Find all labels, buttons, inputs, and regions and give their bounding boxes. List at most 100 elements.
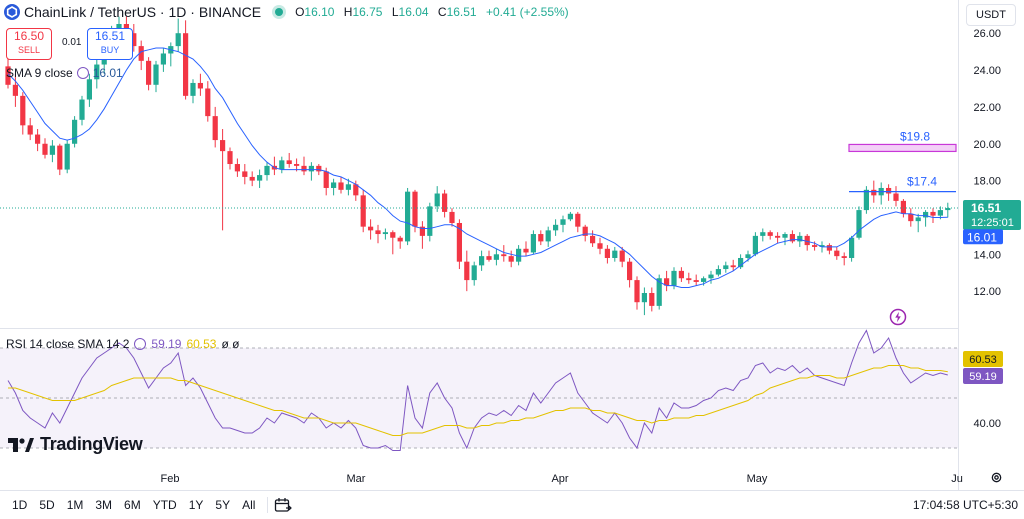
indicator-settings-icon[interactable] — [134, 338, 147, 350]
sma-line — [7, 47, 948, 288]
candle-body — [12, 84, 18, 96]
gear-icon[interactable] — [990, 471, 1003, 484]
price-axis-tick: 20.00 — [973, 139, 1001, 151]
candle-body — [523, 248, 529, 253]
candle-body — [590, 235, 596, 244]
candle-body — [479, 256, 485, 266]
time-axis-tick: Ju — [951, 473, 963, 485]
candle-body — [86, 79, 92, 100]
bottom-toolbar: 1D 5D 1M 3M 6M YTD 1Y 5Y All — [0, 490, 1024, 519]
candle-body — [138, 46, 144, 61]
candle-body — [664, 278, 670, 286]
candle-body — [501, 254, 507, 257]
candle-body — [427, 206, 433, 236]
time-axis-tick: Apr — [551, 473, 568, 485]
candle-body — [94, 64, 100, 80]
candle-body — [49, 145, 55, 155]
candle-body — [627, 261, 633, 281]
candle-body — [708, 274, 714, 279]
price-level-label: $17.4 — [907, 175, 937, 189]
candle-body — [308, 165, 314, 172]
candle-body — [804, 235, 810, 246]
candle-body — [738, 257, 744, 268]
sma-legend[interactable]: SMA 9 close 16.01 — [6, 66, 123, 80]
candle-body — [234, 164, 240, 172]
candle-body — [57, 145, 63, 170]
ohlc-values: O16.10 H16.75 L16.04 C16.51 +0.41 (+2.55… — [295, 5, 569, 19]
candle-body — [567, 213, 573, 220]
candle-body — [634, 280, 640, 303]
sell-button[interactable]: 16.50 SELL — [6, 28, 52, 60]
candle-body — [619, 250, 625, 262]
candle-body — [671, 270, 677, 286]
candle-body — [730, 265, 736, 268]
range-6m-button[interactable]: 6M — [124, 497, 141, 512]
rsi-legend[interactable]: RSI 14 close SMA 14 2 59.19 60.53 ø ø — [6, 337, 239, 351]
candle-body — [212, 116, 218, 141]
range-ytd-button[interactable]: YTD — [152, 497, 177, 512]
candle-body — [27, 125, 33, 135]
indicator-settings-icon[interactable] — [76, 67, 89, 79]
candle-body — [493, 254, 499, 260]
buy-button[interactable]: 16.51 BUY — [87, 28, 133, 60]
symbol-title[interactable]: ChainLink / TetherUS · 1D · BINANCE — [24, 4, 262, 20]
candle-body — [752, 235, 758, 255]
price-axis-tick: 14.00 — [973, 249, 1001, 261]
candle-body — [812, 245, 818, 247]
range-5y-button[interactable]: 5Y — [215, 497, 231, 512]
candle-body — [42, 143, 48, 155]
quote-currency-button[interactable]: USDT — [966, 4, 1016, 26]
candles-group — [5, 16, 951, 316]
candle-body — [331, 182, 337, 188]
range-3m-button[interactable]: 3M — [95, 497, 113, 512]
price-axis-tick: 26.00 — [973, 28, 1001, 40]
range-1y-button[interactable]: 1Y — [188, 497, 204, 512]
range-1m-button[interactable]: 1M — [66, 497, 84, 512]
range-1d-button[interactable]: 1D — [12, 497, 28, 512]
range-5d-button[interactable]: 5D — [39, 497, 55, 512]
calendar-icon[interactable] — [274, 497, 293, 513]
candle-body — [656, 278, 662, 306]
candle-body — [5, 66, 11, 85]
last-price-badge — [963, 200, 1021, 231]
tradingview-logo[interactable]: TradingView — [8, 434, 143, 455]
sma-price-value: 16.01 — [967, 230, 997, 244]
clock-timezone[interactable]: 17:04:58 UTC+5:30 — [912, 498, 1018, 512]
candle-body — [863, 189, 869, 211]
spread-value: 0.01 — [62, 37, 82, 48]
candle-body — [826, 245, 832, 251]
price-target-zone — [848, 143, 957, 153]
rsi-legend-value: 59.19 — [151, 337, 182, 351]
candle-body — [301, 165, 307, 172]
candle-body — [937, 210, 943, 216]
candle-body — [153, 64, 159, 85]
candle-body — [353, 184, 359, 196]
candle-body — [390, 232, 396, 238]
candle-body — [915, 217, 921, 222]
candle-body — [382, 232, 388, 235]
time-axis-tick: May — [747, 473, 768, 485]
candle-body — [575, 213, 581, 227]
range-all-button[interactable]: All — [242, 497, 256, 512]
price-axis-tick: 18.00 — [973, 176, 1001, 188]
candle-body — [434, 193, 440, 207]
candle-body — [146, 60, 152, 85]
candle-body — [745, 254, 751, 258]
candle-body — [760, 232, 766, 236]
candle-body — [701, 278, 707, 282]
candle-body — [819, 245, 825, 247]
candle-body — [678, 270, 684, 279]
sma-legend-label: SMA 9 close — [6, 66, 73, 80]
rsi-badge — [963, 368, 1003, 384]
candle-body — [183, 33, 189, 96]
candle-body — [419, 226, 425, 236]
candle-body — [582, 226, 588, 236]
candle-body — [368, 226, 374, 231]
candle-body — [893, 193, 899, 201]
candle-body — [242, 171, 248, 177]
candle-body — [686, 278, 692, 281]
tradingview-logo-icon — [8, 437, 34, 452]
rsi-axis-tick: 40.00 — [973, 418, 1001, 430]
flash-icon[interactable] — [889, 308, 907, 326]
